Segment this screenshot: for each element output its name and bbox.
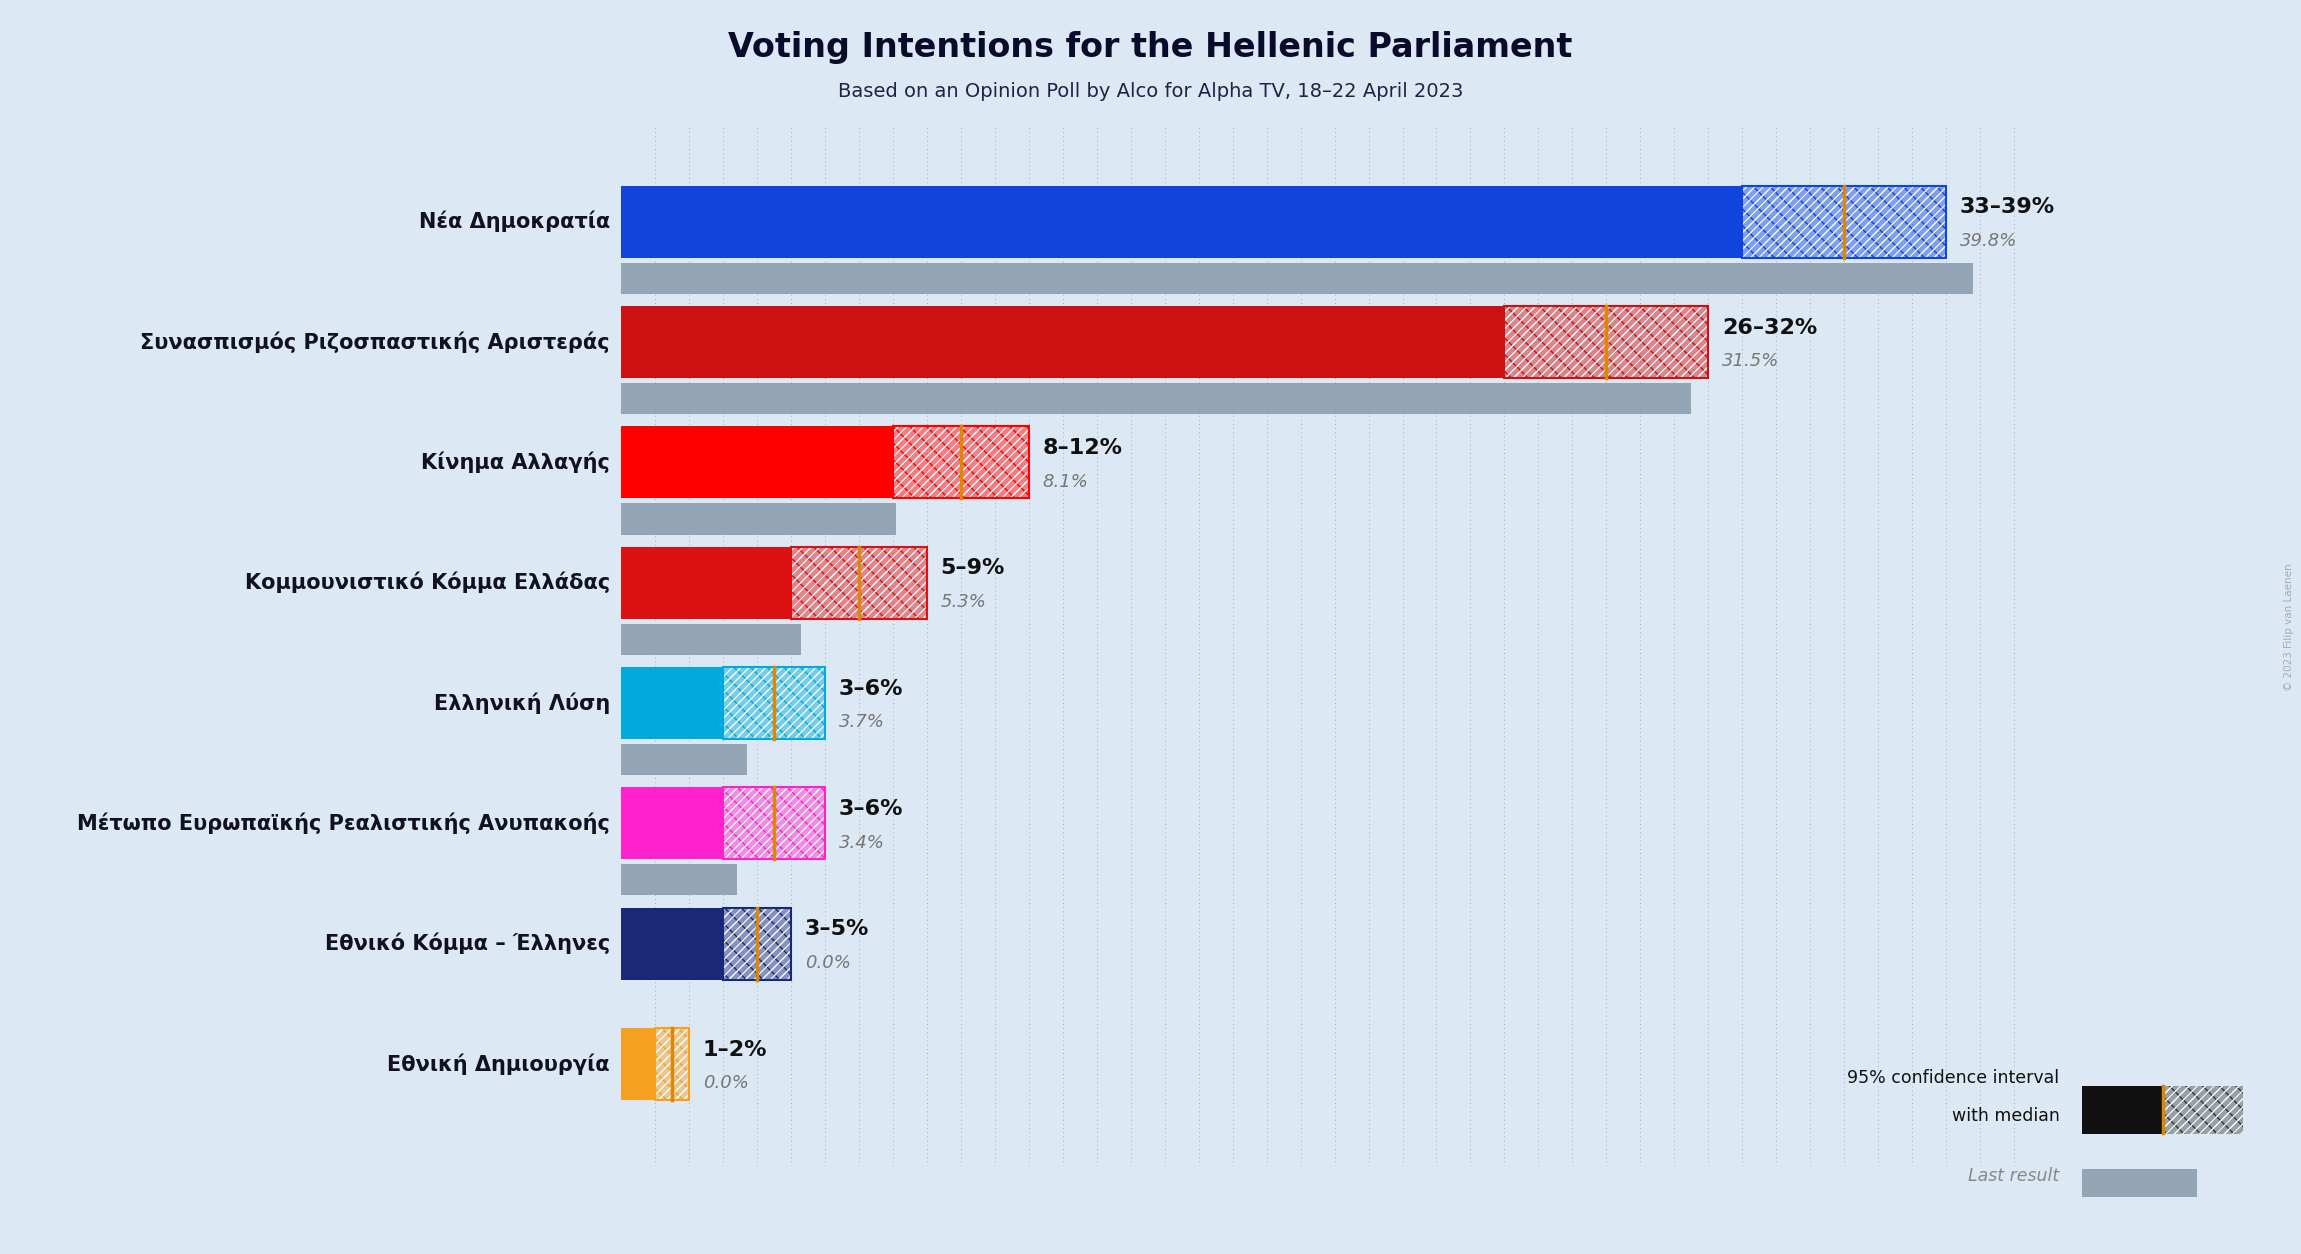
Bar xyxy=(893,426,1029,498)
Text: Κίνημα Αλλαγής: Κίνημα Αλλαγής xyxy=(421,451,610,473)
Bar xyxy=(723,788,826,859)
Text: 1–2%: 1–2% xyxy=(702,1040,766,1060)
Bar xyxy=(621,382,1691,414)
Text: 3–6%: 3–6% xyxy=(838,678,904,698)
Bar xyxy=(2163,1086,2243,1134)
Bar xyxy=(656,1028,690,1100)
Text: with median: with median xyxy=(1951,1107,2059,1125)
Bar xyxy=(792,547,927,618)
Bar xyxy=(621,306,1505,379)
Bar xyxy=(621,667,723,739)
Text: 8–12%: 8–12% xyxy=(1042,438,1123,458)
Text: Ελληνική Λύση: Ελληνική Λύση xyxy=(433,692,610,714)
Bar xyxy=(723,908,792,979)
Bar xyxy=(621,262,1974,293)
Bar xyxy=(621,623,801,655)
Text: Κομμουνιστικό Κόμμα Ελλάδας: Κομμουνιστικό Κόμμα Ελλάδας xyxy=(244,572,610,593)
Text: 39.8%: 39.8% xyxy=(1960,232,2018,250)
Bar xyxy=(621,503,897,534)
Bar xyxy=(893,426,1029,498)
Text: 0.0%: 0.0% xyxy=(805,954,851,972)
Bar xyxy=(723,908,792,979)
Bar xyxy=(723,667,826,739)
Text: Based on an Opinion Poll by Alco for Alpha TV, 18–22 April 2023: Based on an Opinion Poll by Alco for Alp… xyxy=(838,82,1463,100)
Bar xyxy=(621,864,736,895)
Text: © 2023 Filip van Laenen: © 2023 Filip van Laenen xyxy=(2285,563,2294,691)
Bar xyxy=(621,908,723,979)
Bar xyxy=(893,426,1029,498)
Bar xyxy=(2163,1086,2243,1134)
Text: 95% confidence interval: 95% confidence interval xyxy=(1848,1070,2059,1087)
Bar xyxy=(893,426,1029,498)
Bar xyxy=(621,788,723,859)
Bar xyxy=(1742,186,1947,258)
Bar xyxy=(2163,1086,2243,1134)
Text: 3.4%: 3.4% xyxy=(838,834,884,851)
Bar xyxy=(1742,186,1947,258)
Bar xyxy=(1742,186,1947,258)
Bar xyxy=(792,547,927,618)
Text: Last result: Last result xyxy=(1967,1167,2059,1185)
Bar xyxy=(1505,306,1707,379)
Text: 0.0%: 0.0% xyxy=(702,1075,748,1092)
Text: 26–32%: 26–32% xyxy=(1721,317,1818,337)
Text: 5–9%: 5–9% xyxy=(941,558,1006,578)
Text: 3.7%: 3.7% xyxy=(838,714,884,731)
Text: Voting Intentions for the Hellenic Parliament: Voting Intentions for the Hellenic Parli… xyxy=(729,31,1572,64)
Bar xyxy=(723,667,826,739)
Bar xyxy=(1742,186,1947,258)
Text: 31.5%: 31.5% xyxy=(1721,352,1779,370)
Bar xyxy=(621,744,748,775)
Bar xyxy=(723,667,826,739)
Bar xyxy=(621,426,893,498)
Bar xyxy=(723,788,826,859)
Bar xyxy=(723,908,792,979)
Text: 3–6%: 3–6% xyxy=(838,799,904,819)
Bar xyxy=(656,1028,690,1100)
Bar xyxy=(1505,306,1707,379)
Text: Εθνική Δημιουργία: Εθνική Δημιουργία xyxy=(387,1053,610,1075)
Bar xyxy=(621,1028,656,1100)
Bar xyxy=(723,667,826,739)
Bar xyxy=(1505,306,1707,379)
Bar xyxy=(656,1028,690,1100)
Text: 5.3%: 5.3% xyxy=(941,593,987,611)
Bar xyxy=(723,788,826,859)
Bar xyxy=(1505,306,1707,379)
Text: 33–39%: 33–39% xyxy=(1960,197,2055,217)
Text: Εθνικό Κόμμα – Έλληνες: Εθνικό Κόμμα – Έλληνες xyxy=(324,933,610,954)
Bar xyxy=(656,1028,690,1100)
Bar xyxy=(792,547,927,618)
Text: Nέα Δημοκρατία: Nέα Δημοκρατία xyxy=(419,211,610,232)
Text: Μέτωπο Ευρωπαϊκής Ρεαλιστικής Ανυπακοής: Μέτωπο Ευρωπαϊκής Ρεαλιστικής Ανυπακοής xyxy=(76,813,610,834)
Bar xyxy=(723,908,792,979)
Bar xyxy=(792,547,927,618)
Text: Συνασπισμός Ριζοσπαστικής Αριστεράς: Συνασπισμός Ριζοσπαστικής Αριστεράς xyxy=(140,331,610,352)
Text: 3–5%: 3–5% xyxy=(805,919,870,939)
Text: 8.1%: 8.1% xyxy=(1042,473,1088,490)
Bar xyxy=(723,788,826,859)
Bar xyxy=(2082,1086,2163,1134)
Bar xyxy=(621,547,792,618)
Bar xyxy=(621,186,1742,258)
